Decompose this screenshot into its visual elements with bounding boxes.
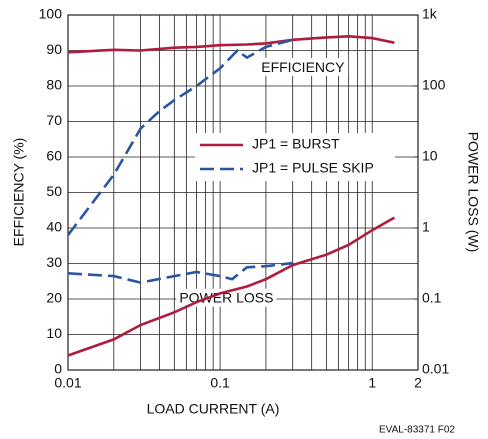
x-tick-label: 1	[368, 375, 376, 391]
legend-bg	[195, 133, 395, 181]
y2-tick-label: 10	[422, 148, 438, 164]
x-tick-label: 0.1	[210, 375, 230, 391]
plot-frame	[67, 14, 419, 371]
footer: EVAL-83371 F02	[379, 425, 455, 436]
y-axis-label: EFFICIENCY (%)	[11, 138, 27, 247]
y2-tick-label: 1k	[422, 6, 438, 22]
annotation-bg	[176, 288, 277, 307]
legend-label: JP1 = PULSE SKIP	[252, 160, 374, 176]
y2-tick-label: 0.01	[422, 361, 449, 377]
y-tick-label: 20	[46, 290, 62, 306]
y-tick-label: 80	[46, 77, 62, 93]
legend-label: JP1 = BURST	[252, 136, 340, 152]
y2-tick-label: 1	[422, 219, 430, 235]
y-tick-label: 0	[54, 361, 62, 377]
annotation: POWER LOSS	[179, 290, 273, 306]
series-line	[67, 216, 396, 357]
annotation-bg	[258, 57, 349, 76]
series-line	[67, 34, 395, 54]
y2-tick-label: 0.1	[422, 290, 442, 306]
y-tick-label: 30	[46, 254, 62, 270]
y2-tick-label: 100	[422, 77, 446, 93]
x-axis-label: LOAD CURRENT (A)	[147, 401, 280, 417]
y-tick-label: 70	[46, 112, 62, 128]
annotation: EFFICIENCY	[261, 59, 345, 75]
series-line	[67, 261, 293, 284]
x-tick-label: 0.01	[54, 375, 81, 391]
y-tick-label: 60	[46, 148, 62, 164]
y-tick-label: 50	[46, 183, 62, 199]
series-line	[66, 38, 294, 236]
y2-axis-label: POWER LOSS (W)	[465, 132, 481, 253]
y-tick-label: 100	[39, 6, 63, 22]
y-tick-label: 10	[46, 325, 62, 341]
y-tick-label: 90	[46, 41, 62, 57]
y-tick-label: 40	[46, 219, 62, 235]
x-tick-label: 2	[414, 375, 422, 391]
